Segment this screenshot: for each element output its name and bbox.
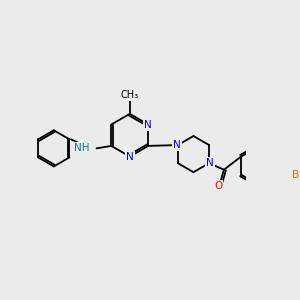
Text: N: N <box>206 158 214 168</box>
Text: N: N <box>126 152 134 162</box>
Text: CH₃: CH₃ <box>121 90 139 100</box>
Text: Br: Br <box>292 169 300 180</box>
Text: NH: NH <box>74 143 90 153</box>
Text: N: N <box>173 140 181 150</box>
Text: N: N <box>144 119 152 130</box>
Text: O: O <box>214 181 222 191</box>
